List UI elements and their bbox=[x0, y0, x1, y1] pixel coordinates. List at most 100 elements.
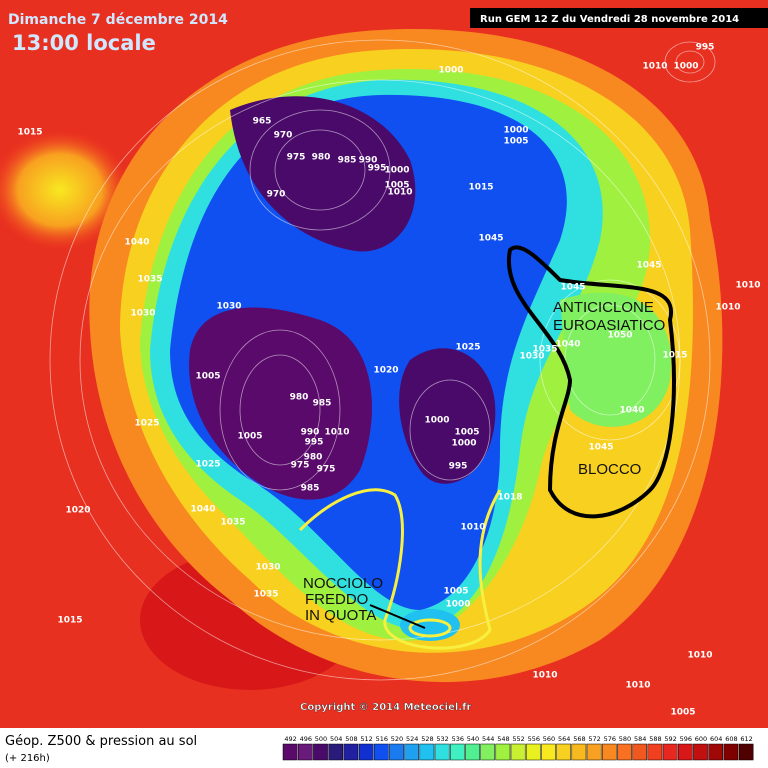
scale-swatch bbox=[510, 743, 526, 761]
pressure-label: 1020 bbox=[65, 506, 90, 516]
scale-swatch bbox=[632, 743, 648, 761]
scale-label: 496 bbox=[300, 735, 312, 743]
scale-label: 576 bbox=[604, 735, 616, 743]
pressure-label: 1010 bbox=[625, 681, 650, 691]
pressure-label: 1005 bbox=[384, 181, 409, 191]
time: 13:00 locale bbox=[12, 31, 156, 55]
pressure-label: 980 bbox=[290, 393, 309, 403]
scale-label: 556 bbox=[528, 735, 540, 743]
scale-label: 560 bbox=[543, 735, 555, 743]
pressure-label: 975 bbox=[287, 153, 306, 163]
annotation: IN QUOTA bbox=[305, 607, 376, 624]
pressure-label: 1040 bbox=[124, 238, 149, 248]
scale-label: 508 bbox=[345, 735, 357, 743]
pressure-label: 1040 bbox=[190, 505, 215, 515]
scale-swatch bbox=[297, 743, 313, 761]
pressure-label: 975 bbox=[317, 465, 336, 475]
scale-label: 540 bbox=[467, 735, 479, 743]
scale-label: 584 bbox=[634, 735, 646, 743]
scale-label: 592 bbox=[664, 735, 676, 743]
copyright: Copyright © 2014 Meteociel.fr bbox=[300, 702, 471, 713]
annotation: NOCCIOLO bbox=[303, 575, 383, 592]
pressure-label: 1045 bbox=[588, 443, 613, 453]
date: Dimanche 7 décembre 2014 bbox=[8, 12, 228, 28]
annotation-outlines bbox=[298, 245, 676, 650]
scale-swatch bbox=[328, 743, 344, 761]
scale-label: 536 bbox=[452, 735, 464, 743]
scale-swatch bbox=[525, 743, 541, 761]
scale-label: 596 bbox=[680, 735, 692, 743]
pressure-label: 995 bbox=[368, 164, 387, 174]
pressure-label: 975 bbox=[291, 461, 310, 471]
scale-label: 504 bbox=[330, 735, 342, 743]
pressure-label: 965 bbox=[253, 117, 272, 127]
annotation: EUROASIATICO bbox=[553, 317, 665, 334]
pressure-label: 1005 bbox=[670, 708, 695, 718]
scale-swatch bbox=[617, 743, 632, 761]
pressure-label: 1010 bbox=[460, 523, 485, 533]
pressure-label: 980 bbox=[312, 153, 331, 163]
pressure-label: 1010 bbox=[642, 62, 667, 72]
scale-swatch bbox=[419, 743, 435, 761]
pressure-label: 1015 bbox=[17, 128, 42, 138]
pressure-label: 1030 bbox=[130, 309, 155, 319]
run-info: Run GEM 12 Z du Vendredi 28 novembre 201… bbox=[480, 14, 739, 25]
pressure-label: 995 bbox=[696, 43, 715, 53]
pressure-label: 990 bbox=[359, 156, 378, 166]
pressure-label: 1045 bbox=[478, 234, 503, 244]
scale-swatch bbox=[647, 743, 663, 761]
pressure-label: 1010 bbox=[715, 303, 740, 313]
pressure-label: 1025 bbox=[455, 343, 480, 353]
scale-swatch bbox=[480, 743, 496, 761]
scale-swatch bbox=[404, 743, 420, 761]
scale-label: 532 bbox=[436, 735, 448, 743]
pressure-label: 1015 bbox=[468, 183, 493, 193]
scale-swatch bbox=[723, 743, 739, 761]
pressure-label: 1018 bbox=[497, 493, 522, 503]
scale-label: 568 bbox=[573, 735, 585, 743]
scale-swatch bbox=[358, 743, 374, 761]
pressure-label: 1005 bbox=[195, 372, 220, 382]
scale-label: 512 bbox=[360, 735, 372, 743]
pressure-label: 1015 bbox=[57, 616, 82, 626]
pressure-label: 1010 bbox=[387, 188, 412, 198]
scale-swatch bbox=[556, 743, 572, 761]
scale-swatch bbox=[343, 743, 359, 761]
scale-label: 588 bbox=[649, 735, 661, 743]
scale-label: 544 bbox=[482, 735, 494, 743]
scale-swatch bbox=[449, 743, 465, 761]
pressure-label: 1000 bbox=[424, 416, 449, 426]
scale-label: 564 bbox=[558, 735, 570, 743]
pressure-label: 1020 bbox=[373, 366, 398, 376]
pressure-label: 1005 bbox=[443, 587, 468, 597]
annotation: BLOCCO bbox=[578, 461, 641, 478]
pressure-label: 1025 bbox=[134, 419, 159, 429]
scale-swatch bbox=[541, 743, 556, 761]
scale-label: 552 bbox=[512, 735, 524, 743]
pressure-label: 995 bbox=[449, 462, 468, 472]
scale-swatch bbox=[708, 743, 724, 761]
scale-label: 580 bbox=[619, 735, 631, 743]
pressure-label: 1030 bbox=[216, 302, 241, 312]
pressure-label: 1005 bbox=[454, 428, 479, 438]
pressure-label: 1010 bbox=[532, 671, 557, 681]
pressure-label: 1045 bbox=[636, 261, 661, 271]
scale-swatch bbox=[738, 743, 754, 761]
scale-label: 612 bbox=[740, 735, 752, 743]
scale-label: 528 bbox=[421, 735, 433, 743]
pressure-label: 985 bbox=[338, 156, 357, 166]
map-background bbox=[0, 0, 768, 728]
pressure-label: 1010 bbox=[687, 651, 712, 661]
pressure-label: 1035 bbox=[220, 518, 245, 528]
scale-label: 604 bbox=[710, 735, 722, 743]
pressure-label: 1030 bbox=[255, 563, 280, 573]
scale-label: 520 bbox=[391, 735, 403, 743]
scale-label: 516 bbox=[376, 735, 388, 743]
annotation: FREDDO bbox=[305, 591, 368, 608]
pressure-label: 1000 bbox=[445, 600, 470, 610]
pressure-label: 1045 bbox=[560, 283, 585, 293]
pressure-label: 985 bbox=[301, 484, 320, 494]
pressure-label: 1015 bbox=[662, 351, 687, 361]
